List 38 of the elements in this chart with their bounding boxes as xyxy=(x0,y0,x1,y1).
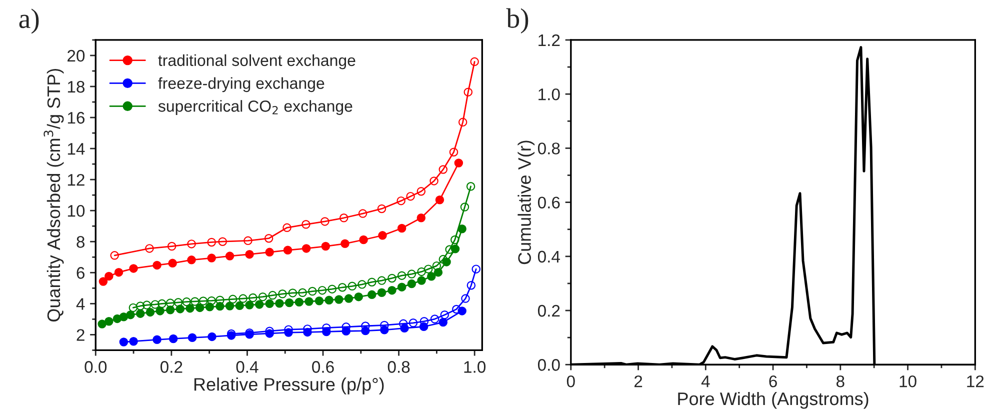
x-tick-label: 10 xyxy=(900,375,916,388)
x-tick-label: 0.6 xyxy=(312,361,334,373)
y-tick-label: 10 xyxy=(68,204,85,217)
x-axis-title: Relative Pressure (p/p°) xyxy=(194,378,384,394)
y-tick-label: 16 xyxy=(68,112,84,124)
legend-label: freeze-drying exchange xyxy=(158,77,324,92)
x-tick-label: 6 xyxy=(769,375,777,388)
x-tick-label: 0.4 xyxy=(236,361,258,373)
y-tick-label: 20 xyxy=(68,50,85,62)
legend-label: traditional solvent exchange xyxy=(158,54,356,70)
y-tick-label: 4 xyxy=(76,298,85,310)
y-axis-title: Cumulative V(r) xyxy=(518,140,535,264)
x-tick-label: 0.0 xyxy=(84,361,107,373)
y-tick-label: 2 xyxy=(76,329,84,341)
y-tick-label: 0.4 xyxy=(538,250,560,263)
y-tick-label: 1.2 xyxy=(538,34,560,46)
legend-label: supercritical CO$_{2}$ exchange xyxy=(158,100,352,115)
text: a) xyxy=(19,8,39,34)
y-tick-label: 12 xyxy=(68,174,84,186)
x-tick-label: 4 xyxy=(701,376,710,388)
y-tick-label: 18 xyxy=(68,80,84,93)
y-tick-label: 0.8 xyxy=(538,142,560,154)
x-tick-label: 12 xyxy=(967,375,984,388)
x-tick-label: 0 xyxy=(566,375,575,388)
y-tick-label: 14 xyxy=(68,143,85,155)
y-axis-title: Quantity Adsorbed (cm$^{3}$/g STP) xyxy=(44,68,64,322)
x-tick-label: 1.0 xyxy=(464,361,486,373)
y-tick-label: 0.6 xyxy=(538,196,560,208)
y-tick-label: 1.0 xyxy=(538,88,560,100)
x-tick-label: 0.2 xyxy=(160,361,182,373)
text: b) xyxy=(506,8,528,34)
x-tick-label: 2 xyxy=(634,375,642,388)
y-tick-label: 8 xyxy=(76,236,84,248)
y-tick-label: 6 xyxy=(76,267,84,279)
y-tick-label: 0.2 xyxy=(538,304,560,317)
x-tick-label: 8 xyxy=(836,375,844,388)
x-axis-title: Pore Width (Angstroms) xyxy=(678,392,868,409)
x-tick-label: 0.8 xyxy=(388,361,410,373)
